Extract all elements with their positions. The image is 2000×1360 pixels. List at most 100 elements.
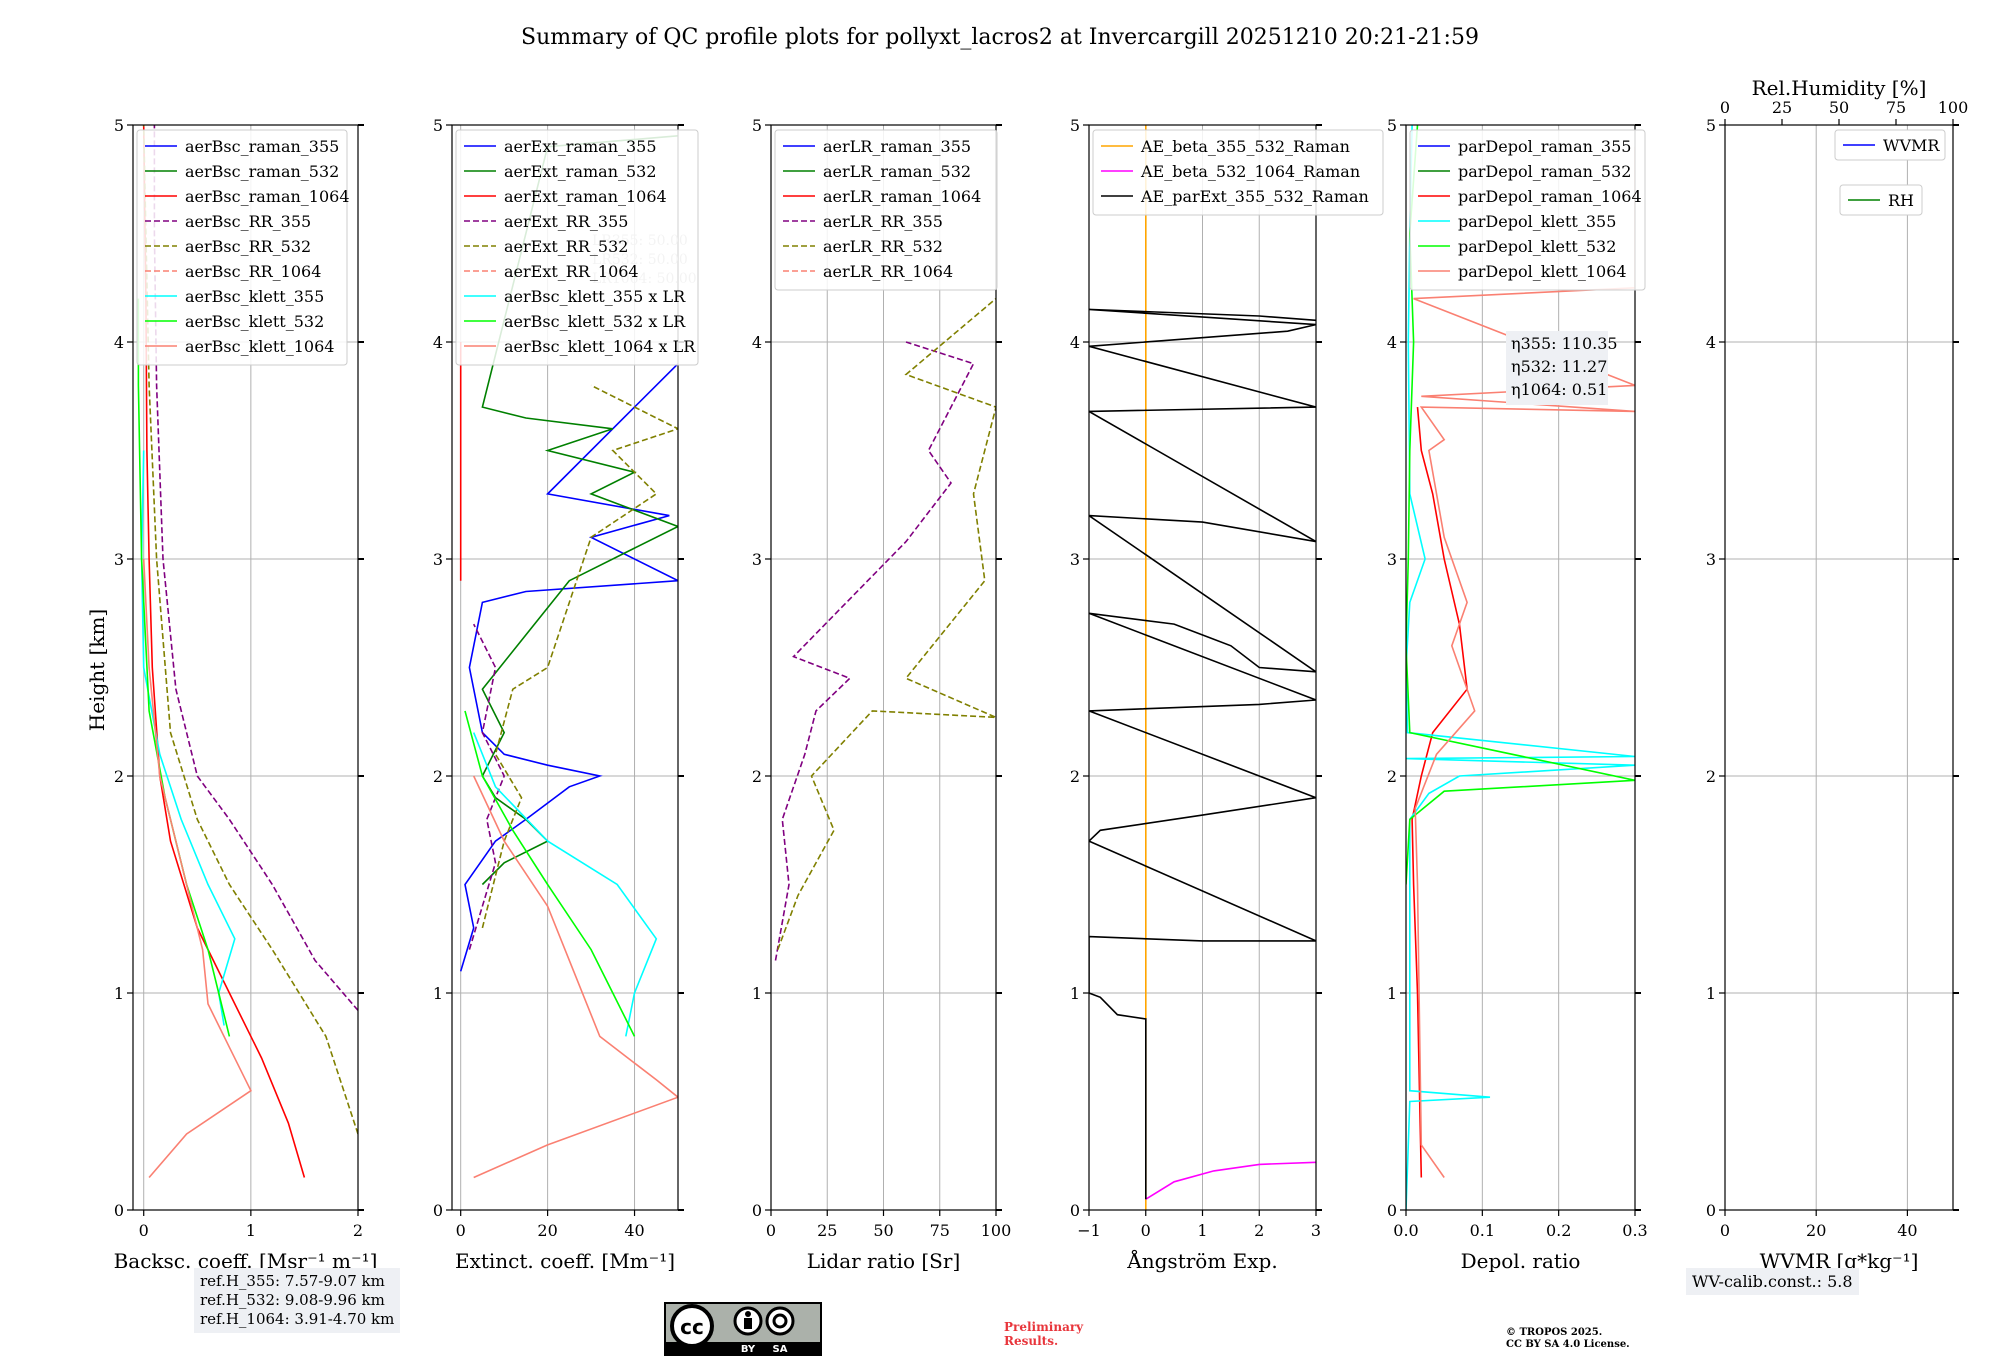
y-tick-label: 4 <box>1706 333 1716 352</box>
copyright-note: © TROPOS 2025. CC BY SA 4.0 License. <box>1506 1327 1630 1351</box>
legend-label: parDepol_klett_355 <box>1458 212 1616 231</box>
y-tick-label: 5 <box>752 116 762 135</box>
series-line-aerBsc_klett_532 x LR <box>464 710 636 1037</box>
x-tick-label: 100 <box>981 1221 1012 1240</box>
legend-label: aerLR_raman_1064 <box>823 187 981 206</box>
copyright-line-2: CC BY SA 4.0 License. <box>1506 1339 1630 1350</box>
x-tick-label: 0 <box>456 1221 466 1240</box>
x-tick-label: 40 <box>1897 1221 1917 1240</box>
legend-label: aerBsc_klett_355 <box>185 287 324 306</box>
y-tick-label: 5 <box>1070 116 1080 135</box>
series-line-parDepol_raman_1064 <box>1411 407 1468 1178</box>
ref-height-355: ref.H_355: 7.57-9.07 km <box>200 1272 385 1290</box>
series-line-aerBsc_RR_532 <box>142 125 358 1135</box>
series-line-parDepol_klett_1064 <box>1413 146 1635 1178</box>
y-tick-label: 1 <box>114 984 124 1003</box>
wv-calib-box: WV-calib.const.: 5.8 <box>1686 1268 1859 1295</box>
legend-box <box>774 129 998 291</box>
legend-box <box>455 129 699 366</box>
legend-label: parDepol_klett_532 <box>1458 237 1616 256</box>
series-line-aerBsc_klett_1064 <box>142 558 252 1179</box>
y-tick-label: 4 <box>1387 333 1397 352</box>
y-tick-label: 3 <box>1387 550 1397 569</box>
x-tick-label: 0 <box>1141 1221 1151 1240</box>
y-tick-label: 2 <box>1387 767 1397 786</box>
y-tick-label: 2 <box>752 767 762 786</box>
y-tick-label: 4 <box>1070 333 1080 352</box>
series-line-aerExt_raman_355 <box>459 363 678 972</box>
top-x-axis-label: Rel.Humidity [%] <box>1752 76 1927 100</box>
axes-frame <box>132 124 359 1211</box>
y-tick-label: 1 <box>1706 984 1716 1003</box>
eta-value: η355: 110.35 <box>1511 334 1618 353</box>
ref-height-1064: ref.H_1064: 3.91-4.70 km <box>200 1310 395 1328</box>
legend-label: aerLR_raman_532 <box>823 162 971 181</box>
legend-label: aerBsc_klett_355 x LR <box>504 287 686 306</box>
legend-box <box>1834 129 1946 161</box>
x-tick-label: 0 <box>766 1221 776 1240</box>
legend-label: aerBsc_RR_355 <box>185 212 311 231</box>
series-group <box>1406 125 1635 1210</box>
x-tick-label: 50 <box>873 1221 893 1240</box>
y-tick-label: 3 <box>752 550 762 569</box>
series-line-aerBsc_raman_1064 <box>142 125 306 1178</box>
preliminary-line-2: Results. <box>1004 1334 1059 1348</box>
x-tick-label: 40 <box>624 1221 644 1240</box>
legend-box <box>1092 129 1384 216</box>
series-group <box>774 297 996 961</box>
axes-frame <box>451 124 679 1211</box>
x-tick-label: 3 <box>1311 1221 1321 1240</box>
y-tick-label: 3 <box>114 550 124 569</box>
legend-label: parDepol_klett_1064 <box>1458 262 1627 281</box>
legend-label: AE_beta_355_532_Raman <box>1140 137 1350 156</box>
eta-box <box>1506 331 1608 405</box>
cc-license-badge: cc BY SA <box>664 1302 822 1356</box>
cc-by-label: BY <box>741 1344 756 1355</box>
legend-label: aerBsc_RR_1064 <box>185 262 321 281</box>
series-line-aerExt_RR_532 <box>481 384 678 929</box>
top-x-tick-label: 25 <box>1772 98 1792 117</box>
legend-label: AE_beta_532_1064_Raman <box>1140 162 1360 181</box>
legend-label: aerBsc_klett_1064 x LR <box>504 337 696 356</box>
x-tick-label: 0.0 <box>1393 1221 1418 1240</box>
x-tick-label: 0.3 <box>1622 1221 1647 1240</box>
y-tick-label: 0 <box>1070 1201 1080 1220</box>
figure-title: Summary of QC profile plots for pollyxt_… <box>521 25 1479 50</box>
series-group <box>137 125 358 1179</box>
x-tick-label: 1 <box>246 1221 256 1240</box>
series-line-aerBsc_klett_1064 x LR <box>472 775 678 1179</box>
x-tick-label: 25 <box>817 1221 837 1240</box>
legend-label: aerBsc_klett_1064 <box>185 337 334 356</box>
x-tick-label: 0 <box>139 1221 149 1240</box>
x-axis-label: Lidar ratio [Sr] <box>807 1249 961 1273</box>
legend-box <box>1409 129 1646 291</box>
top-x-tick-label: 50 <box>1829 98 1849 117</box>
legend-label: aerExt_RR_532 <box>504 237 628 256</box>
series-group <box>459 135 678 1179</box>
cc-icon <box>670 1304 714 1348</box>
y-tick-label: 5 <box>433 116 443 135</box>
legend-label: aerLR_RR_1064 <box>823 262 953 281</box>
series-line-aerLR_RR_355 <box>774 341 975 961</box>
top-x-tick-label: 0 <box>1720 98 1730 117</box>
x-tick-label: 0.1 <box>1470 1221 1495 1240</box>
legend-label: parDepol_raman_1064 <box>1458 187 1642 206</box>
series-line-aerBsc_RR_355 <box>153 125 358 1011</box>
x-axis-label: Depol. ratio <box>1461 1249 1581 1273</box>
y-tick-label: 5 <box>114 116 124 135</box>
legend-label: aerExt_RR_1064 <box>504 262 639 281</box>
legend-label: aerBsc_raman_532 <box>185 162 339 181</box>
series-line-AE_beta_532_1064_Raman <box>1145 1161 1316 1200</box>
y-tick-label: 1 <box>1387 984 1397 1003</box>
svg-text:cc: cc <box>680 1315 704 1339</box>
y-tick-label: 1 <box>433 984 443 1003</box>
y-tick-label: 5 <box>1706 116 1716 135</box>
legend-label: aerBsc_raman_1064 <box>185 187 350 206</box>
axes-frame <box>1405 124 1636 1211</box>
ref-height-box: ref.H_355: 7.57-9.07 km ref.H_532: 9.08-… <box>194 1268 401 1333</box>
x-axis-label: Ångström Exp. <box>1126 1248 1277 1273</box>
